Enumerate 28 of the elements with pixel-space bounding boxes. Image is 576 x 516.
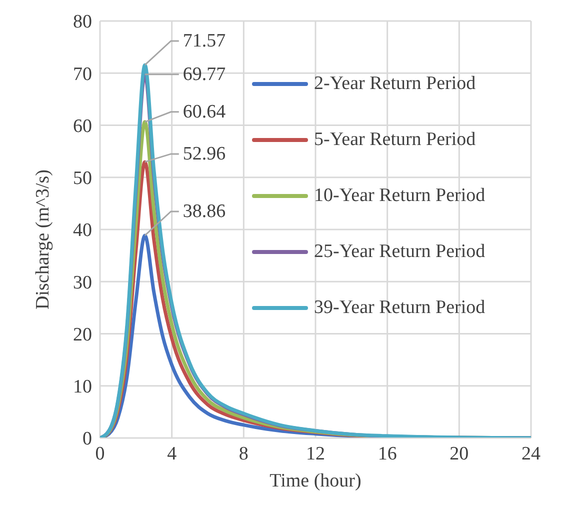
x-tick-label: 12 (306, 443, 325, 464)
y-tick-label: 50 (73, 168, 92, 190)
legend-label: 5-Year Return Period (314, 129, 476, 151)
legend-label: 25-Year Return Period (314, 241, 486, 263)
y-tick-label: 0 (82, 428, 92, 450)
x-tick-label: 8 (238, 443, 248, 464)
y-axis-title: Discharge (m^3/s) (32, 170, 54, 310)
legend-label: 2-Year Return Period (314, 73, 476, 95)
data-label: 69.77 (182, 64, 226, 85)
x-tick-label: 4 (167, 443, 178, 464)
y-tick-label: 40 (73, 220, 92, 242)
y-tick-label: 60 (73, 116, 92, 137)
data-label: 60.64 (182, 101, 226, 122)
x-tick-label: 20 (450, 443, 469, 464)
y-tick-label: 80 (73, 12, 92, 33)
y-tick-label: 10 (73, 376, 92, 398)
data-label: 71.57 (182, 30, 226, 52)
data-label: 52.96 (182, 143, 226, 164)
legend-label: 39-Year Return Period (314, 297, 486, 319)
data-label: 38.86 (182, 200, 226, 222)
x-axis-title: Time (hour) (270, 470, 362, 492)
y-tick-label: 70 (73, 64, 92, 85)
x-tick-label: 0 (95, 443, 105, 464)
y-tick-label: 30 (73, 272, 92, 294)
y-tick-label: 20 (73, 324, 92, 346)
x-tick-label: 16 (378, 443, 397, 464)
x-tick-label: 24 (522, 443, 541, 464)
legend-label: 10-Year Return Period (314, 185, 486, 207)
